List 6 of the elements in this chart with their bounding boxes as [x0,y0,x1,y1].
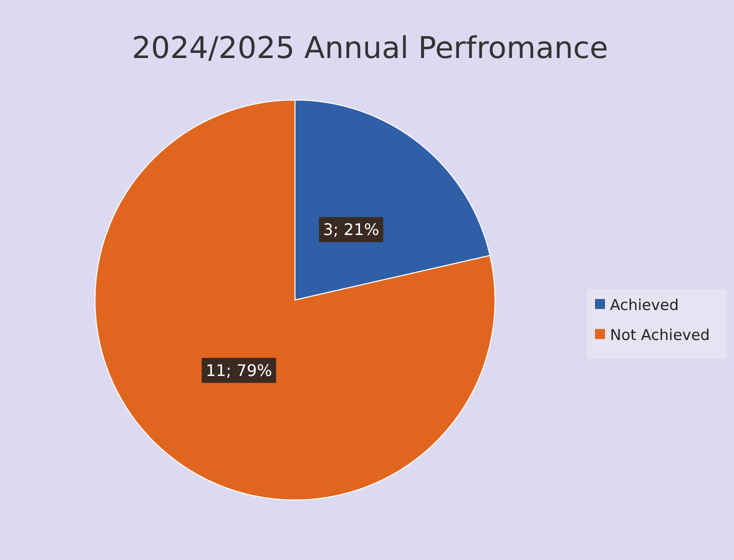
data-label: 3; 21% [323,220,380,240]
legend-label: Not Achieved [610,326,710,344]
legend-label: Achieved [610,296,679,314]
chart-title: 2024/2025 Annual Perfromance [132,31,608,66]
pie-slice [94,100,496,500]
data-label: 11; 79% [206,360,272,380]
